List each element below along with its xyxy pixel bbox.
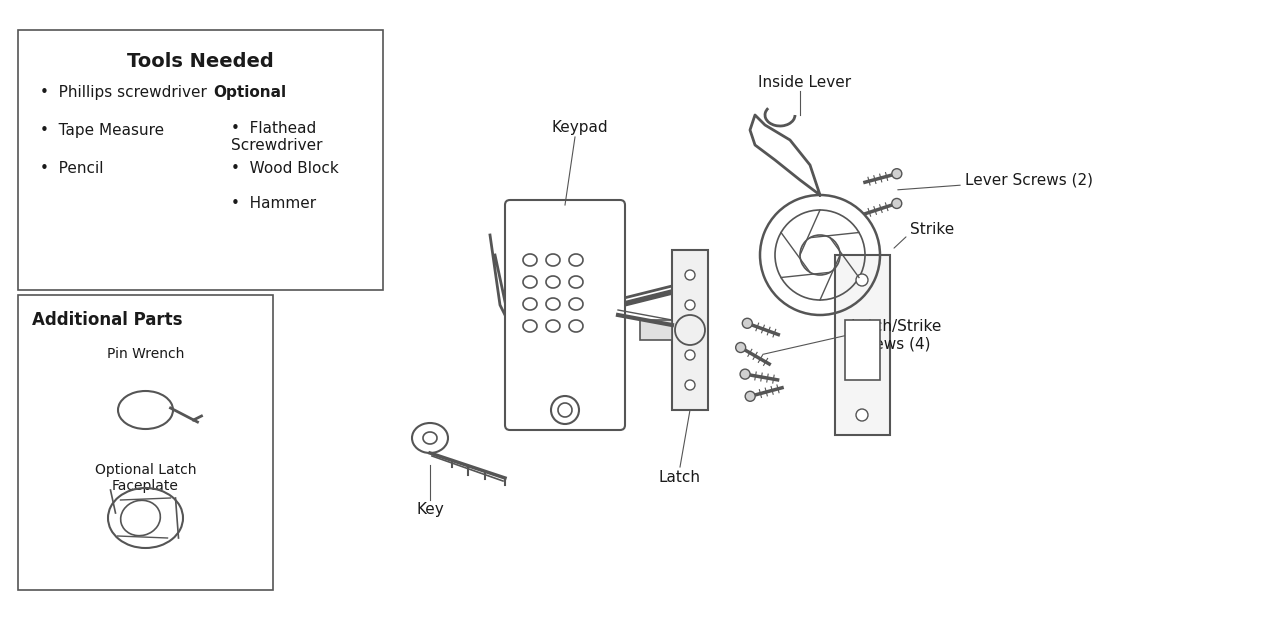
- Text: Optional Latch
Faceplate: Optional Latch Faceplate: [95, 463, 196, 493]
- Circle shape: [856, 274, 868, 286]
- Circle shape: [856, 409, 868, 421]
- Bar: [845, 320, 881, 380]
- Circle shape: [740, 369, 750, 379]
- Bar: [640, 320, 672, 340]
- Text: Tools Needed: Tools Needed: [127, 52, 274, 71]
- Text: Latch/Strike
Screws (4): Latch/Strike Screws (4): [850, 319, 941, 351]
- Circle shape: [736, 342, 746, 352]
- Bar: [18, 295, 273, 590]
- Text: Lever Screws (2): Lever Screws (2): [965, 173, 1093, 188]
- Text: Pin Wrench: Pin Wrench: [106, 347, 184, 361]
- Bar: [18, 30, 383, 290]
- Text: •  Tape Measure: • Tape Measure: [40, 123, 164, 138]
- Circle shape: [685, 270, 695, 280]
- Circle shape: [685, 380, 695, 390]
- Text: Inside Lever: Inside Lever: [759, 75, 851, 90]
- Circle shape: [742, 318, 753, 328]
- Text: Additional Parts: Additional Parts: [32, 311, 183, 329]
- Circle shape: [685, 350, 695, 360]
- Text: •  Wood Block: • Wood Block: [230, 161, 339, 176]
- Text: Key: Key: [416, 502, 444, 517]
- Text: Latch: Latch: [659, 470, 701, 485]
- Text: Optional: Optional: [212, 85, 287, 100]
- Text: Strike: Strike: [910, 222, 955, 238]
- Text: •  Phillips screwdriver: • Phillips screwdriver: [40, 85, 207, 100]
- Text: •  Pencil: • Pencil: [40, 161, 104, 176]
- Text: •  Flathead
Screwdriver: • Flathead Screwdriver: [230, 121, 323, 153]
- Text: •  Hammer: • Hammer: [230, 196, 316, 211]
- FancyBboxPatch shape: [506, 200, 625, 430]
- Circle shape: [892, 169, 902, 179]
- Circle shape: [685, 300, 695, 310]
- Bar: [672, 250, 708, 410]
- Circle shape: [892, 199, 901, 209]
- Bar: [835, 255, 890, 435]
- Text: Keypad: Keypad: [552, 120, 608, 135]
- Circle shape: [745, 391, 755, 401]
